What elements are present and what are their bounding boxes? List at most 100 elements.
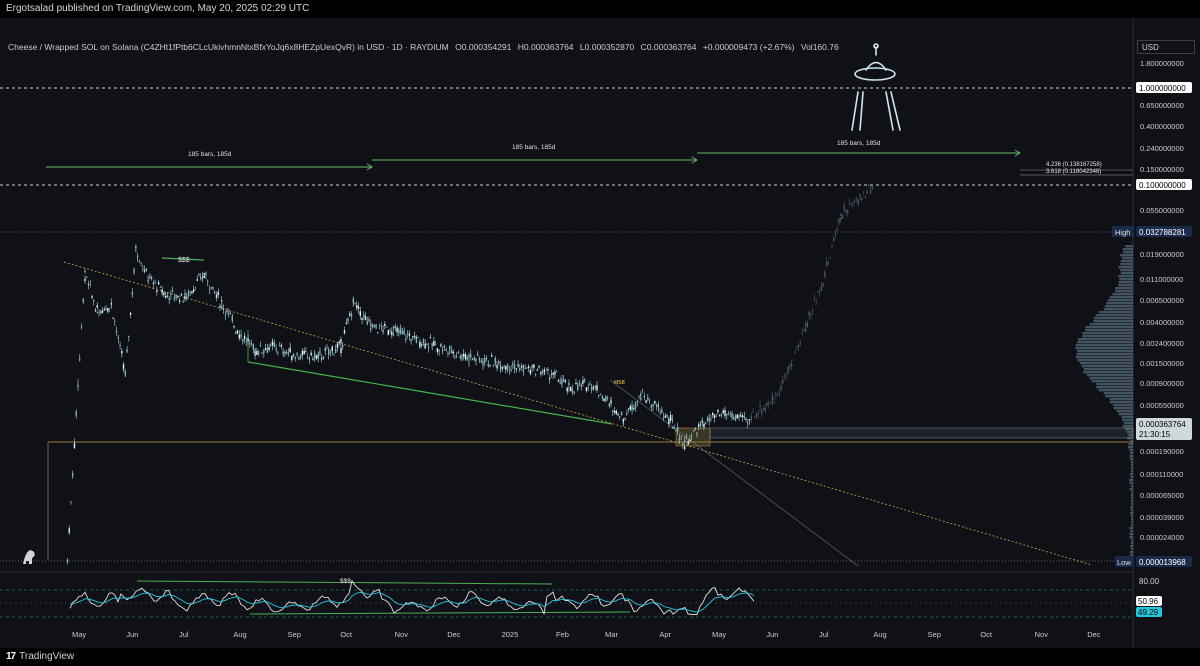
publish-info: Ergotsalad published on TradingView.com,… [6, 3, 310, 14]
volume-profile-bar [1107, 299, 1133, 302]
candle-body [431, 342, 433, 347]
volume-profile-bar [1113, 407, 1133, 410]
candle-body [811, 310, 814, 312]
volume-profile-bar [1124, 428, 1133, 431]
candle-body [650, 404, 653, 408]
x-tick-label: Apr [659, 630, 671, 639]
candle-body [554, 371, 556, 374]
candle-body [401, 331, 404, 335]
rsi-value-tag [1136, 596, 1162, 606]
candle-body [548, 378, 551, 380]
liquidity-line [161, 257, 205, 261]
candle-body [818, 291, 821, 293]
candle-body [501, 367, 504, 369]
candle-body [513, 364, 516, 369]
candle-body [624, 417, 626, 419]
candle-body [135, 251, 137, 252]
candle-body [515, 368, 518, 370]
candle-body [610, 401, 612, 404]
candle-body [312, 358, 314, 360]
candle-body [429, 337, 432, 339]
volume-profile-bar [1089, 377, 1133, 380]
volume-profile-bar [1077, 359, 1133, 362]
candle-body [156, 290, 158, 293]
candle-body [229, 314, 232, 315]
candle-body [599, 394, 602, 395]
candle-body [242, 339, 244, 342]
candle-body [333, 354, 335, 356]
level-1-label: 1.000000000 [1139, 84, 1186, 93]
x-tick-label: Jun [766, 630, 778, 639]
candle-body [75, 411, 77, 416]
candle-body [789, 365, 791, 367]
candle-body [443, 346, 446, 347]
candle-body [100, 310, 102, 314]
low-tag: Low [1117, 558, 1131, 567]
currency-button[interactable]: USD [1137, 40, 1195, 54]
candle-body [438, 350, 440, 352]
candle-body [836, 228, 838, 231]
candle-body [687, 441, 689, 445]
candle-body [480, 360, 482, 363]
candle-body [112, 318, 114, 319]
candle-body [170, 293, 172, 295]
candle-body [427, 347, 430, 349]
volume-profile-bar [1131, 470, 1133, 473]
candle-body [105, 309, 107, 310]
candle-body [287, 352, 290, 354]
volume-profile-bar [1130, 467, 1133, 470]
candle-body [589, 384, 591, 385]
volume-profile-bar [1115, 287, 1133, 290]
price-chart[interactable]: 4.236 (0.138167258) 3.618 (0.118042348) … [0, 18, 1200, 648]
candle-body [780, 385, 782, 390]
candle-body [482, 360, 484, 366]
y-tick-label: 0.019000000 [1140, 250, 1184, 259]
x-tick-label: Sep [928, 630, 941, 639]
candle-body [475, 359, 477, 361]
candle-body [203, 275, 205, 279]
volume-profile-bar [1131, 539, 1133, 542]
candle-body [70, 501, 72, 503]
candle-body [731, 412, 733, 418]
chart-area[interactable]: 4.236 (0.138167258) 3.618 (0.118042348) … [0, 18, 1200, 648]
tradingview-logo: 17 TradingView [6, 651, 74, 662]
volume-profile-bar [1131, 494, 1133, 497]
candle-body [717, 409, 719, 413]
candle-body [306, 357, 309, 359]
volume-profile-bar [1130, 512, 1133, 515]
candle-body [738, 415, 740, 418]
candle-body [152, 282, 155, 285]
high-tag-bg [1112, 226, 1134, 237]
candle-body [96, 305, 98, 308]
volume-profile-bar [1130, 506, 1133, 509]
candle-body [93, 300, 95, 302]
high-tag: High [1115, 228, 1130, 237]
y-tick-label: 0.000550000 [1140, 401, 1184, 410]
candle-body [138, 261, 141, 263]
candle-body [436, 348, 439, 353]
y-tick-label: 0.000024000 [1140, 533, 1184, 542]
volume-profile-bar [1125, 245, 1133, 248]
candle-body [622, 419, 625, 422]
candle-body [82, 298, 84, 302]
candle-body [426, 343, 428, 345]
candle-body [568, 382, 570, 386]
candle-body [598, 394, 600, 397]
volume-profile-bar [1131, 461, 1133, 464]
candle-body [419, 341, 421, 348]
candle-body [654, 400, 656, 404]
candle-body [612, 410, 614, 412]
candle-body [324, 348, 326, 351]
candle-body [671, 426, 674, 429]
volume-profile-bar [1127, 437, 1133, 440]
candle-body [591, 385, 593, 387]
candle-body [804, 328, 807, 333]
candle-body [164, 295, 167, 298]
candle-body [342, 345, 344, 347]
candle-body [845, 210, 847, 213]
candle-body [221, 300, 223, 302]
candle-body [487, 363, 489, 367]
candle-body [792, 359, 795, 361]
candle-body [826, 261, 828, 266]
candle-body [508, 369, 511, 371]
